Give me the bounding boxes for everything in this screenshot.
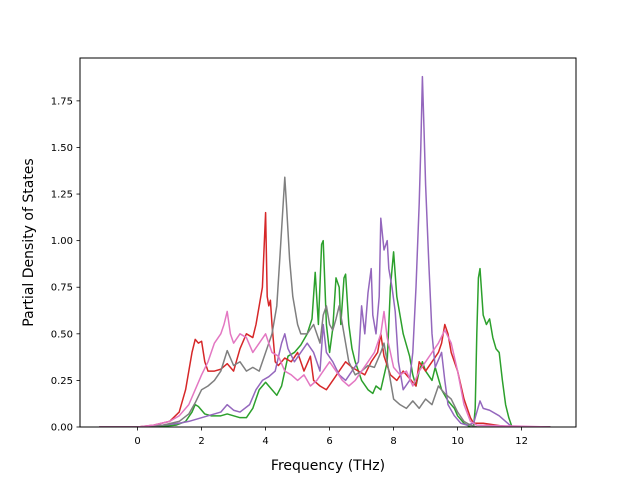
x-tick-label: 8	[390, 436, 396, 447]
y-tick-label: 0.75	[51, 283, 73, 294]
series-line-2	[99, 211, 551, 427]
y-tick-label: 1.00	[51, 236, 73, 247]
y-tick-label: 1.75	[51, 96, 73, 107]
series-line-3	[99, 75, 551, 427]
y-tick-label: 1.50	[51, 143, 73, 154]
y-tick-label: 0.00	[51, 423, 73, 434]
y-tick-label: 0.25	[51, 376, 73, 387]
y-axis-ticks: 0.00 0.25 0.50 0.75 1.00 1.25 1.50 1.75	[51, 96, 80, 434]
x-tick-label: 12	[515, 436, 528, 447]
x-axis-title: Frequency (THz)	[271, 458, 385, 474]
plot-frame	[79, 57, 577, 428]
x-tick-label: 0	[134, 436, 140, 447]
series-line-4	[99, 176, 551, 427]
x-tick-label: 10	[451, 436, 464, 447]
x-tick-label: 4	[262, 436, 268, 447]
series-line-5	[99, 310, 551, 427]
x-tick-label: 6	[326, 436, 332, 447]
y-tick-label: 1.25	[51, 190, 73, 201]
y-tick-label: 0.50	[51, 329, 73, 340]
x-axis-ticks: 0 2 4 6 8 10 12	[134, 427, 528, 447]
plot-lines	[99, 75, 551, 427]
x-tick-label: 2	[198, 436, 204, 447]
y-axis-title: Partial Density of States	[21, 158, 37, 326]
